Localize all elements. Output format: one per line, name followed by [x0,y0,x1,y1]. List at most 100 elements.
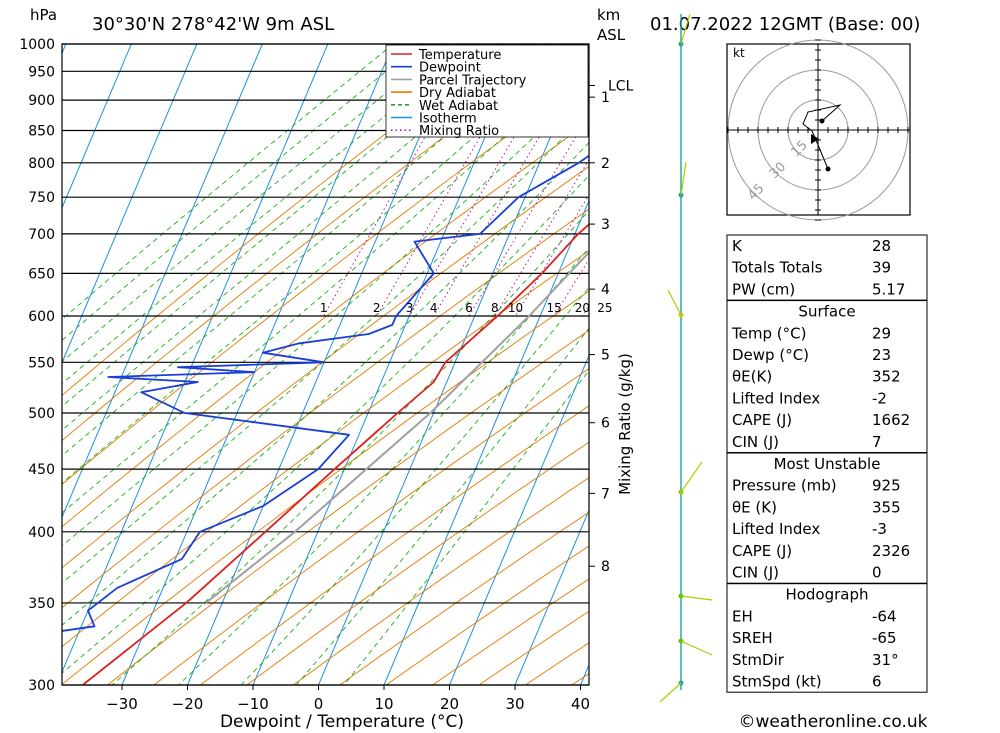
km-tick-label: 4 [601,282,610,298]
pressure-tick-label: 800 [28,156,55,172]
most-unstable-table-label: CAPE (J) [732,542,792,560]
wind-barb [659,682,682,703]
hodograph-table-label: SREH [732,629,773,647]
indices-table-value: 28 [872,237,891,255]
index-tables: K 28 Totals Totals 39 PW (cm) 5.17 Surface Temp… [726,234,928,693]
legend-label: Parcel Trajectory [419,73,527,88]
wind-barb [680,640,713,656]
most-unstable-table-label: Pressure (mb) [732,477,837,495]
pressure-tick-label: 850 [28,124,55,140]
most-unstable-table-value: 0 [872,564,882,582]
hodograph-point [819,118,825,124]
surface-table-value: 7 [872,433,882,451]
dry-adiabat-line [153,368,589,685]
pressure-tick-label: 450 [28,462,55,478]
legend-label: Dry Adiabat [419,86,496,101]
hodograph-table-title: Hodograph [785,586,868,604]
wet-adiabat-line [295,327,589,685]
surface-table-label: Temp (°C) [731,324,806,342]
most-unstable-table-label: θE (K) [732,498,777,516]
pressure-tick-label: 650 [28,266,55,282]
mixing-ratio-label: 20 [575,301,590,315]
wet-adiabat-line [62,141,589,626]
profiles [62,154,589,685]
wind-barb [680,595,713,601]
pressure-tick-label: 500 [28,406,55,422]
dry-adiabat-line [293,477,589,685]
legend-label: Wet Adiabat [419,99,498,114]
hodograph-unit-label: kt [733,46,745,60]
mixing-ratio-line [553,258,589,317]
surface-table-value: 23 [872,346,891,364]
dry-adiabat-line [62,208,589,609]
pressure-tick-label: 700 [28,227,55,243]
mixing-ratio-label: 3 [406,301,414,315]
mixing-ratio-label: 4 [430,301,438,315]
dry-adiabat-line [62,290,589,685]
hodograph-table-label: StmSpd (kt) [732,673,822,691]
surface-table-label: Lifted Index [732,389,820,407]
asl-label: ASL [597,26,626,44]
surface-table-label: CAPE (J) [732,411,792,429]
legend-label: Dewpoint [419,61,481,76]
wet-adiabat-line [111,209,589,685]
isotherm-line [383,199,589,685]
surface-table-value: -2 [872,389,887,407]
wet-adiabat-line [240,286,589,685]
most-unstable-table-value: 2326 [872,542,910,560]
x-tick-label: −10 [237,695,269,713]
km-unit-label: km [597,6,620,24]
x-tick-label: 10 [374,695,393,713]
temperature-line [82,223,589,685]
hpa-unit-label: hPa [30,6,57,24]
wind-barb [680,13,691,45]
wet-adiabat-line [343,369,589,685]
wind-barb [667,289,682,316]
parcel-trajectory-line [205,250,589,604]
hodograph-table-value: -65 [872,629,897,647]
mixing-ratio-line [376,44,535,317]
wet-adiabat-line [62,83,589,547]
most-unstable-table-value: 925 [872,477,901,495]
surface-table-label: θE(K) [732,368,772,386]
pressure-tick-label: 550 [28,355,55,371]
hodograph-table-label: EH [732,607,753,625]
dry-adiabat-line [246,441,589,685]
mixing-ratio-axis-title: Mixing Ratio (g/kg) [616,353,634,495]
most-unstable-table-value: 355 [872,498,901,516]
mixing-ratio-label: 2 [373,301,381,315]
surface-table-frame [726,300,928,453]
surface-table-title: Surface [798,303,855,321]
x-tick-label: −20 [172,695,204,713]
isotherm-line [62,44,263,519]
indices-table-frame [726,234,928,301]
hodograph-table-value: 31° [872,651,899,669]
credit-text: ©weatheronline.co.uk [738,712,927,732]
mixing-ratio-label: 15 [546,301,561,315]
mixing-ratio-label: 6 [465,301,473,315]
lcl-label: LCL [608,79,634,95]
hodograph-table-value: -64 [872,607,897,625]
x-tick-label: −30 [106,695,138,713]
isotherm-line [62,44,329,674]
wet-adiabat-line [62,44,420,341]
indices-table-label: K [732,237,743,255]
storm-motion-marker [811,134,819,144]
dry-adiabat-line [200,405,589,685]
pressure-tick-label: 950 [28,64,55,80]
mixing-ratio-label: 10 [508,301,523,315]
wet-adiabat-line [62,44,394,320]
km-tick-label: 3 [601,217,610,233]
isobars [62,43,589,686]
km-tick-label: 2 [601,156,610,172]
indices-table-label: PW (cm) [732,280,795,298]
legend-label: Isotherm [419,112,477,127]
mixing-ratio-line [433,51,589,317]
x-axis-title: Dewpoint / Temperature (°C) [220,712,464,732]
dewpoint-line [62,154,589,632]
wind-barb [680,461,703,493]
indices-table-value: 39 [872,259,891,277]
legend-label: Temperature [418,48,501,63]
most-unstable-table-label: Lifted Index [732,520,820,538]
